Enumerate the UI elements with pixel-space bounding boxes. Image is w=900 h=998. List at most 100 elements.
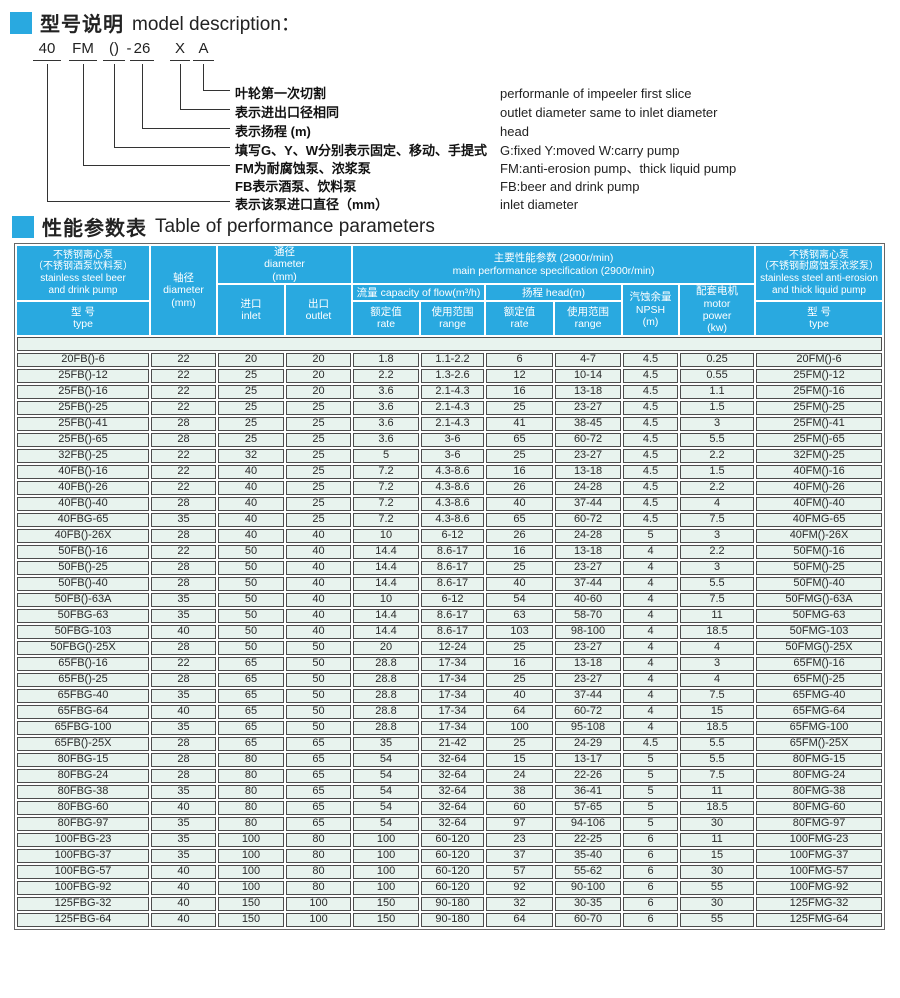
cell: 40 xyxy=(151,624,216,639)
cell: 4.5 xyxy=(623,384,679,399)
header-fb-pump-group: 不锈钢离心泵 （不锈钢酒泵饮料泵） stainless steel beer a… xyxy=(17,246,149,301)
cell: 7.2 xyxy=(353,464,420,479)
cell: 65 xyxy=(218,688,284,703)
cell: 4.3-8.6 xyxy=(421,480,485,495)
cell: 100 xyxy=(286,896,352,911)
cell: 40 xyxy=(286,608,352,623)
cell: 23-27 xyxy=(555,448,622,463)
cell: 100FBG-37 xyxy=(17,848,149,863)
cell: 25 xyxy=(286,480,352,495)
cell: 80FBG-38 xyxy=(17,784,149,799)
cell: 50 xyxy=(286,720,352,735)
table-row: 80FBG-24 28 80 65 54 32-64 24 22-26 5 7.5 80FMG-24 xyxy=(17,768,883,783)
cell: 40FM()-40 xyxy=(756,496,883,511)
cell: 80FBG-24 xyxy=(17,768,149,783)
cell: 40 xyxy=(286,528,352,543)
cell: 80 xyxy=(218,752,284,767)
cell: 3 xyxy=(680,528,755,543)
cell: 25FM()-25 xyxy=(756,400,883,415)
cell: 17-34 xyxy=(421,704,485,719)
cell: 100FMG-37 xyxy=(756,848,883,863)
cell: 64 xyxy=(486,704,554,719)
cell: 6 xyxy=(623,848,679,863)
cell: 40 xyxy=(218,512,284,527)
cell: 24-29 xyxy=(555,736,622,751)
table-row: 65FB()-25X 28 65 65 35 21-42 25 24-29 4.5 5.5 65FM… xyxy=(17,736,883,751)
cell: 22 xyxy=(151,464,216,479)
cell: 38 xyxy=(486,784,554,799)
cell: 25 xyxy=(286,496,352,511)
header-flow-range: 使用范围 range xyxy=(421,302,485,335)
cell: 65 xyxy=(218,720,284,735)
cell: 16 xyxy=(486,464,554,479)
cell: 25 xyxy=(218,368,284,383)
table-row: 80FBG-15 28 80 65 54 32-64 15 13-17 5 5.5 80FMG-15 xyxy=(17,752,883,767)
cell: 54 xyxy=(486,592,554,607)
cell: 80 xyxy=(218,768,284,783)
title-en: Table of performance parameters xyxy=(155,215,435,237)
cell: 25 xyxy=(486,400,554,415)
table-row: 50FBG-103 40 50 40 14.4 8.6-17 103 98-100 4 18.5 5… xyxy=(17,624,883,639)
cell: 65FBG-40 xyxy=(17,688,149,703)
cell: 40FB()-40 xyxy=(17,496,149,511)
legend-label-en: head xyxy=(500,124,529,139)
cell: 4 xyxy=(623,544,679,559)
cell: 32 xyxy=(486,896,554,911)
cell: 25FB()-25 xyxy=(17,400,149,415)
cell: 150 xyxy=(353,896,420,911)
cell: 28 xyxy=(151,416,216,431)
cell: 54 xyxy=(353,752,420,767)
cell: 28 xyxy=(151,768,216,783)
cell: 4 xyxy=(623,560,679,575)
header-motor-power: 配套电机 motor power (kw) xyxy=(680,285,755,335)
header-shaft-diameter: 轴径 diameter (mm) xyxy=(151,246,216,335)
header-main-performance-group: 主要性能参数 (2900r/min) main performance spec… xyxy=(353,246,755,284)
cell: 40 xyxy=(218,480,284,495)
table-row: 25FB()-12 22 25 20 2.2 1.3-2.6 12 10-14 4.5 0.55 2… xyxy=(17,368,883,383)
table-row: 25FB()-16 22 25 20 3.6 2.1-4.3 16 13-18 4.5 1.1 25… xyxy=(17,384,883,399)
table-body: 20FB()-6 22 20 20 1.8 1.1-2.2 6 4-7 4.5 0.25 20FM(… xyxy=(17,336,883,927)
legend-label-en: FM:anti-erosion pump、thick liquid pump xyxy=(500,161,737,176)
cell: 25 xyxy=(218,432,284,447)
cell: 28 xyxy=(151,560,216,575)
cell: 4 xyxy=(623,592,679,607)
cell: 80 xyxy=(286,848,352,863)
table-row: 65FB()-16 22 65 50 28.8 17-34 16 13-18 4 3 65FM()-… xyxy=(17,656,883,671)
header-flow-group: 流量 capacity of flow(m³/h) xyxy=(353,285,485,301)
cell: 13-18 xyxy=(555,384,622,399)
cell: 35 xyxy=(151,832,216,847)
cell: 25 xyxy=(218,416,284,431)
cell: 23-27 xyxy=(555,400,622,415)
title-zh: 型号说明 xyxy=(40,14,124,36)
legend-label-en: outlet diameter same to inlet diameter xyxy=(500,105,718,120)
cell: 65FM()-25 xyxy=(756,672,883,687)
cell: 40FM()-26 xyxy=(756,480,883,495)
table-row: 20FB()-6 22 20 20 1.8 1.1-2.2 6 4-7 4.5 0.25 20FM(… xyxy=(17,352,883,367)
cell: 20 xyxy=(286,368,352,383)
cell: 5 xyxy=(623,816,679,831)
cell: 60-120 xyxy=(421,864,485,879)
code-token-dash: - xyxy=(126,40,132,57)
cell: 40 xyxy=(218,528,284,543)
cell: 50 xyxy=(218,592,284,607)
cell: 2.1-4.3 xyxy=(421,400,485,415)
cell: 5 xyxy=(623,784,679,799)
cell: 25 xyxy=(286,400,352,415)
cell: 80 xyxy=(218,816,284,831)
title-en: model description： xyxy=(132,14,300,35)
cell: 40 xyxy=(151,912,216,927)
cell: 25 xyxy=(486,560,554,575)
cell: 100 xyxy=(218,848,284,863)
table-row: 25FB()-25 22 25 25 3.6 2.1-4.3 25 23-27 4.5 1.5 25… xyxy=(17,400,883,415)
cell: 80FMG-15 xyxy=(756,752,883,767)
cell: 60-72 xyxy=(555,704,622,719)
cell: 25 xyxy=(218,384,284,399)
cell: 28 xyxy=(151,640,216,655)
cell: 80 xyxy=(218,784,284,799)
cell: 22 xyxy=(151,480,216,495)
cell: 5.5 xyxy=(680,576,755,591)
cell: 13-18 xyxy=(555,464,622,479)
cell: 80 xyxy=(286,880,352,895)
cell: 4-7 xyxy=(555,352,622,367)
cell: 4.3-8.6 xyxy=(421,464,485,479)
